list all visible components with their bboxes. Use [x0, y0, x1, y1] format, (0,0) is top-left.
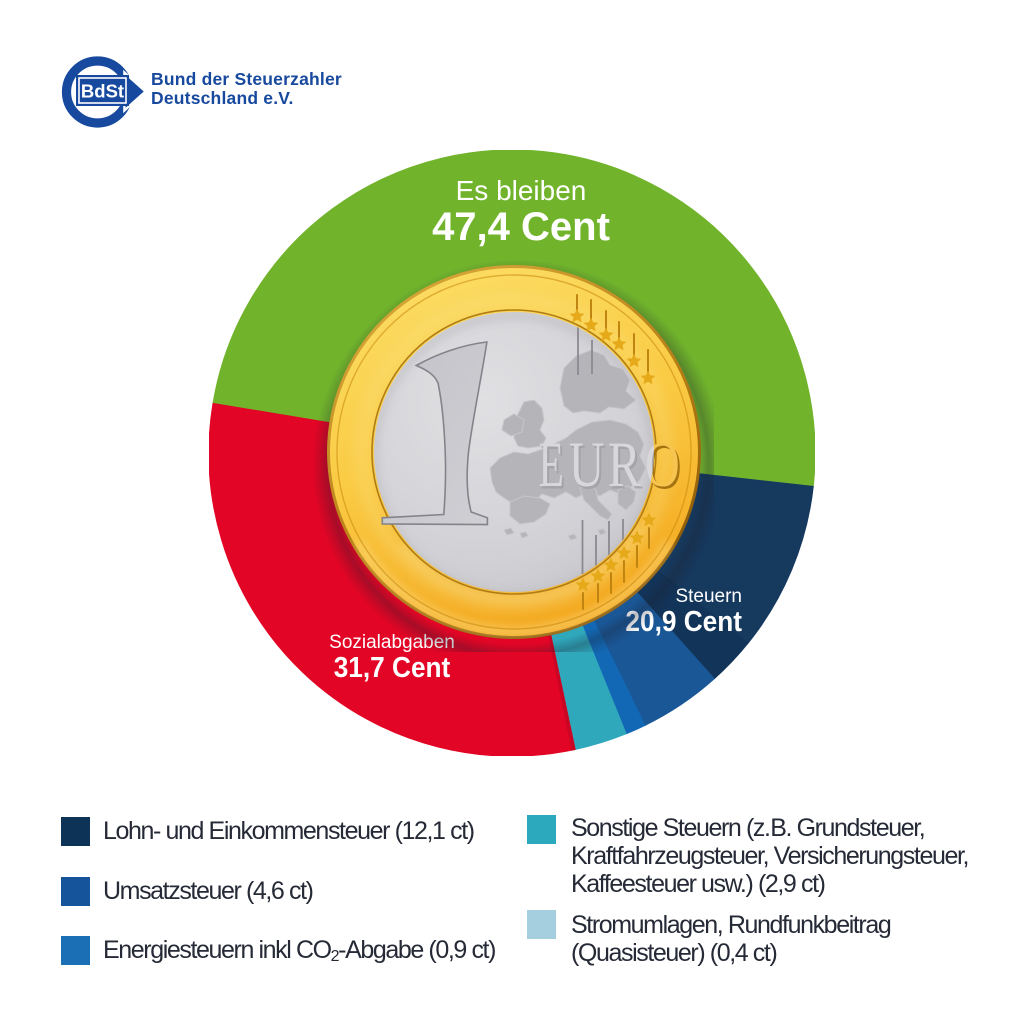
svg-text:U: U — [569, 430, 605, 501]
svg-text:E: E — [539, 428, 564, 501]
svg-text:O: O — [647, 432, 682, 504]
svg-text:R: R — [608, 430, 641, 501]
svg-text:BdSt: BdSt — [81, 81, 124, 102]
svg-text:E: E — [541, 430, 566, 503]
svg-text:U: U — [571, 432, 607, 503]
svg-text:O: O — [645, 429, 680, 501]
svg-text:R: R — [610, 432, 643, 503]
